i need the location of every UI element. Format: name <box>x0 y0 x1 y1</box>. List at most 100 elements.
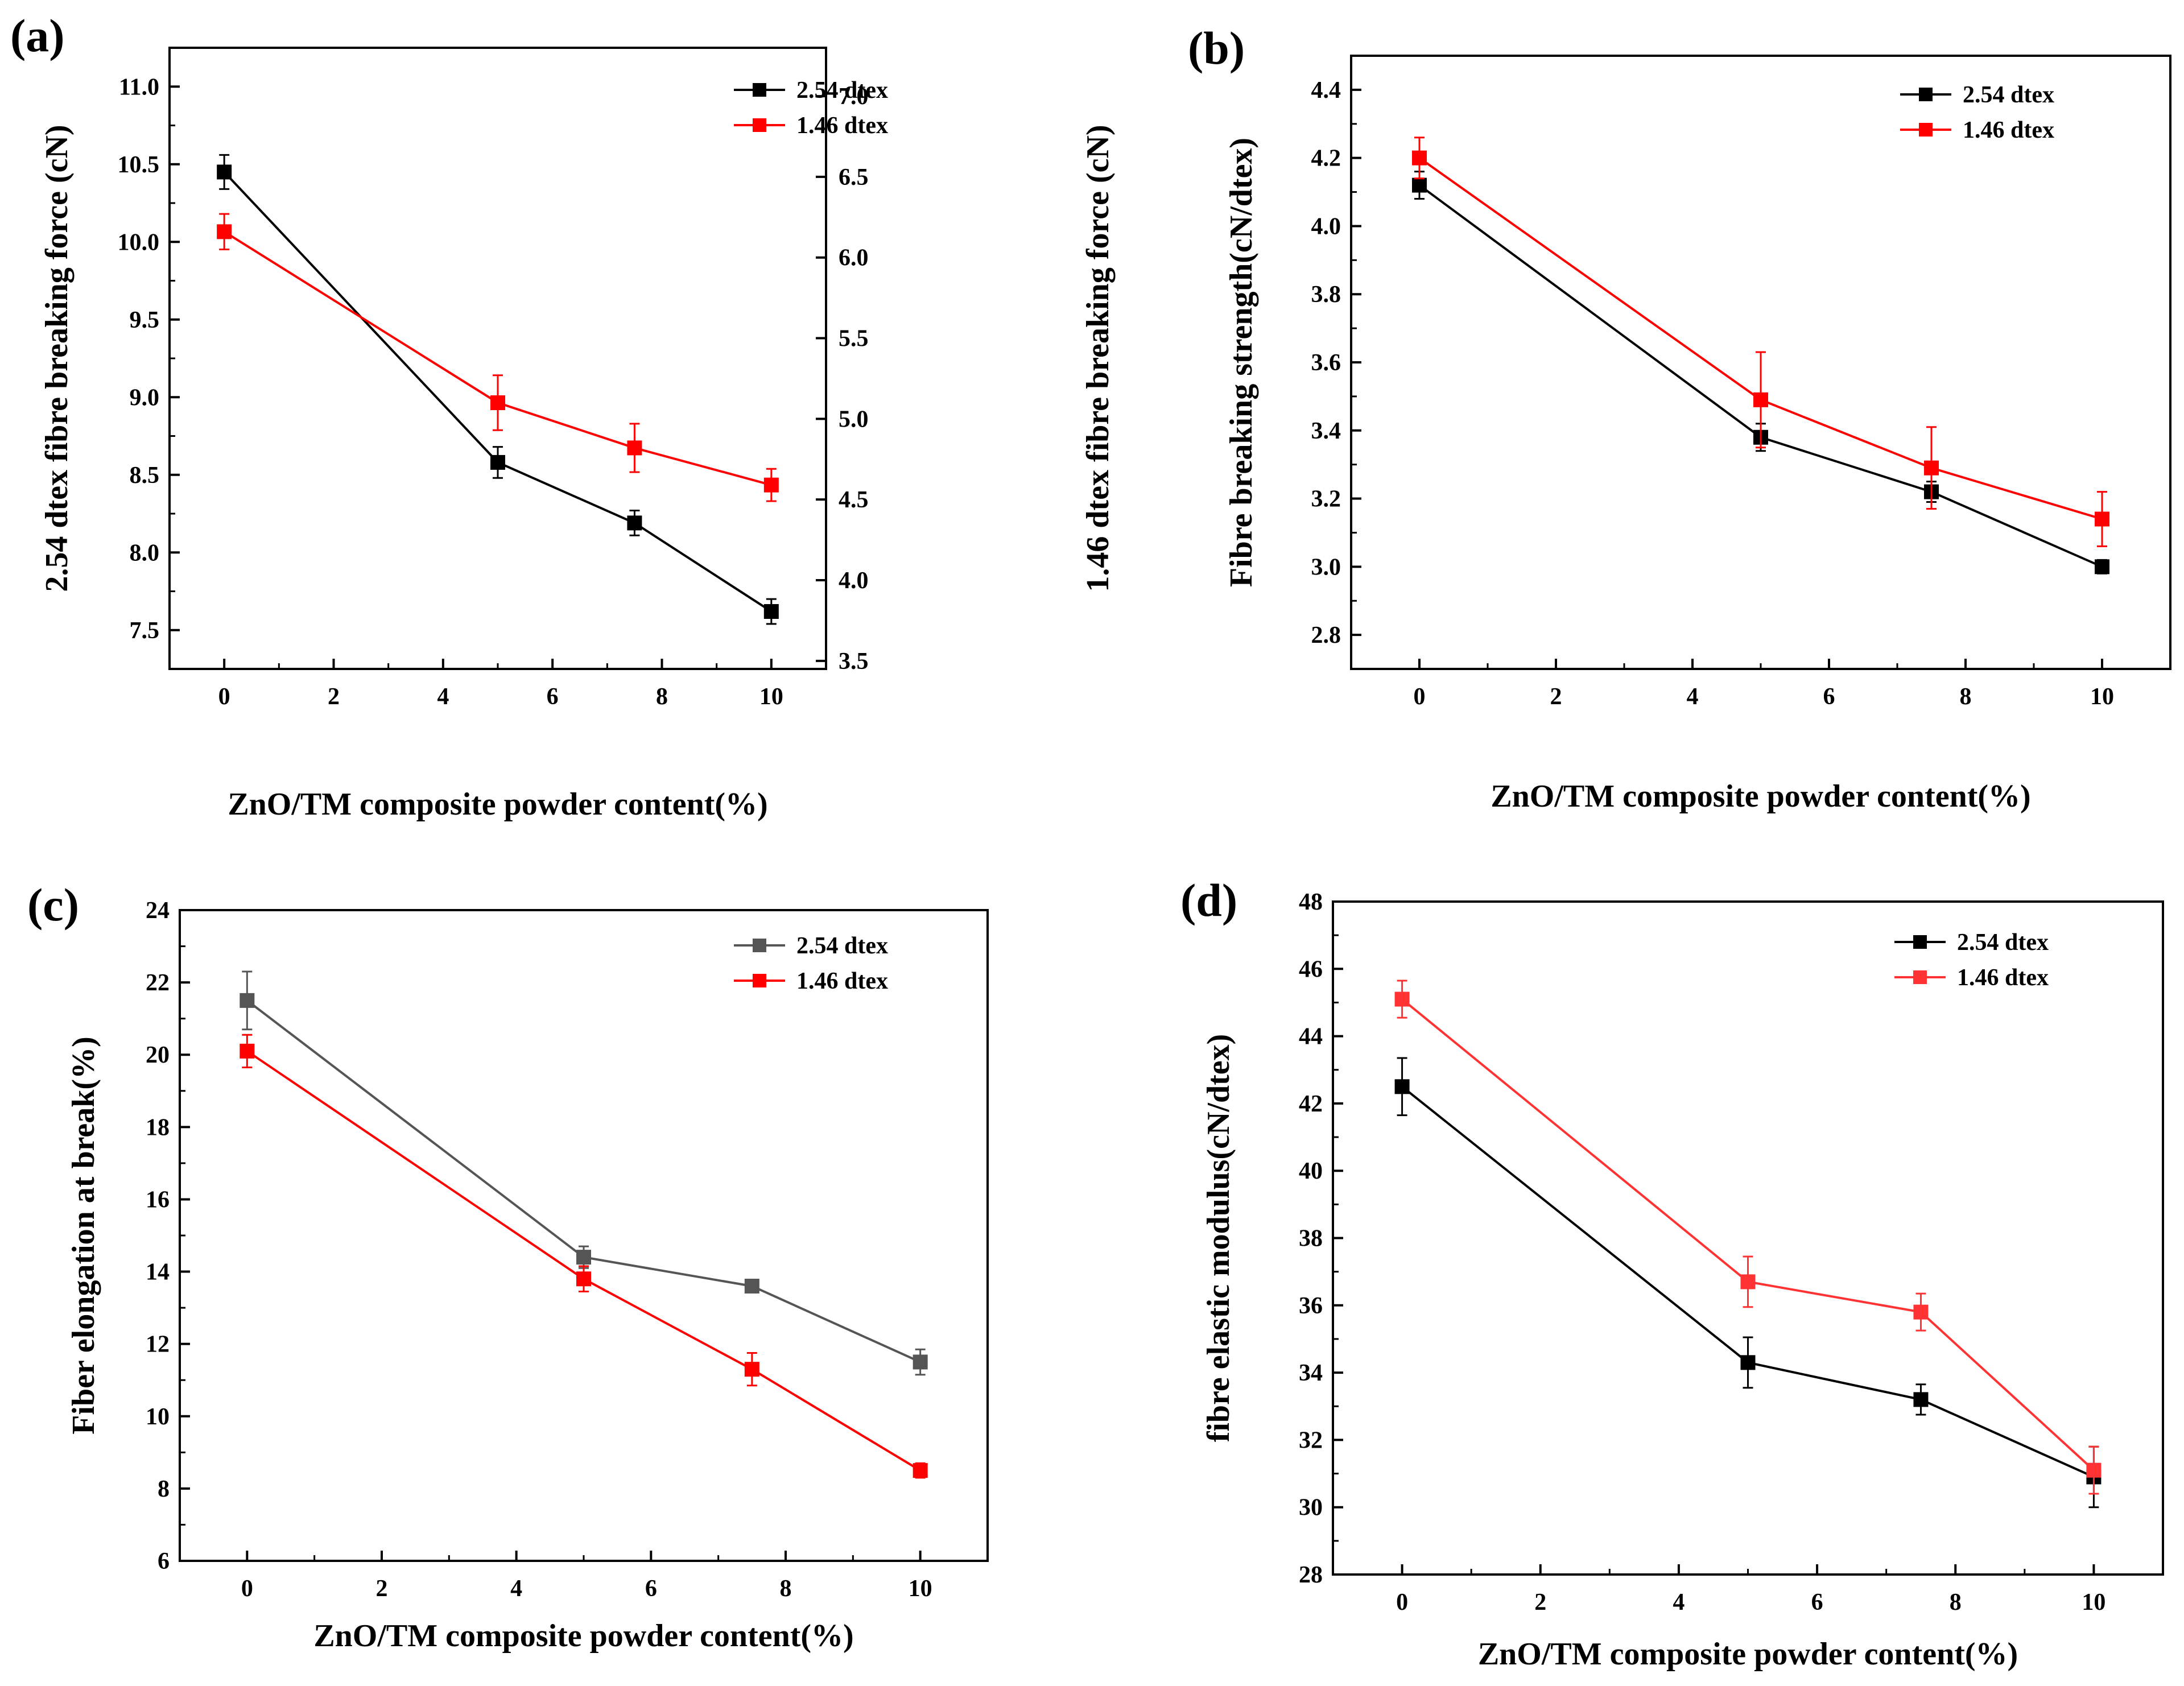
panel-b-data-point-2-54-dtex <box>1412 177 1427 193</box>
panel-b-data-point-1-46-dtex <box>2095 511 2109 527</box>
panel-c-data-point-2-54-dtex <box>240 993 255 1008</box>
panel-a-y-tick-label: 8.0 <box>130 540 160 566</box>
panel-c-y-tick-label: 20 <box>146 1042 170 1068</box>
panel-b-x-tick-label: 2 <box>1550 684 1562 710</box>
panel-d-x-tick-label: 10 <box>2082 1589 2105 1615</box>
panel-c-data-point-1-46-dtex <box>913 1463 928 1478</box>
panel-d-legend-label-2-54: 2.54 dtex <box>1957 929 2049 956</box>
panel-c-y-tick-label: 22 <box>146 970 170 996</box>
panel-a-label: (a) <box>10 10 65 61</box>
panel-a-y2-tick-label: 5.0 <box>839 406 869 432</box>
panel-b-y-tick-label: 4.4 <box>1311 77 1341 104</box>
panel-a-y-tick-label: 9.0 <box>130 385 160 411</box>
panel-c-series-line-2-54-dtex <box>246 999 921 1363</box>
panel-a-x-tick-label: 6 <box>547 684 559 710</box>
panel-b-x-axis-title: ZnO/TM composite powder content(%) <box>1491 779 2030 814</box>
panel-a-x-axis-title: ZnO/TM composite powder content(%) <box>228 787 767 822</box>
panel-c-legend: 2.54 dtex 1.46 dtex <box>734 933 888 994</box>
panel-d-data-point-2-54-dtex <box>1394 1079 1410 1094</box>
panel-c: (c) ZnO/TM composite powder content(%) F… <box>27 879 989 1654</box>
panel-d-y-tick-label: 40 <box>1299 1158 1323 1184</box>
panel-c-y-tick-label: 14 <box>146 1259 170 1286</box>
panel-c-label: (c) <box>27 879 79 931</box>
panel-a-data-point-1-46-dtex <box>627 440 642 456</box>
panel-b: (b) ZnO/TM composite powder content(%) F… <box>1188 22 2171 814</box>
panel-d-data-point-1-46-dtex <box>2086 1462 2102 1478</box>
panel-b-data-point-1-46-dtex <box>1412 150 1427 166</box>
panel-b-y-tick-label: 2.8 <box>1311 622 1341 648</box>
panel-a-y2-tick-label: 6.5 <box>839 164 869 191</box>
panel-d-x-axis-title: ZnO/TM composite powder content(%) <box>1478 1637 2018 1672</box>
panel-b-label: (b) <box>1188 22 1245 74</box>
panel-b-y-tick-label: 3.6 <box>1311 350 1341 376</box>
panel-d-y-tick-label: 42 <box>1299 1091 1323 1117</box>
panel-a-legend-marker-2-54-dtex <box>753 83 766 97</box>
panel-c-y-tick-label: 12 <box>146 1332 170 1358</box>
panel-b-series-line-1-46-dtex <box>1418 157 2103 520</box>
panel-b-legend-marker-1-46-dtex <box>1919 123 1933 137</box>
panel-d-data-point-2-54-dtex <box>1913 1392 1929 1407</box>
panel-a-y2-tick-label: 3.5 <box>839 648 869 675</box>
panel-a-x-tick-label: 8 <box>656 684 668 710</box>
panel-c-legend-marker-2-54-dtex <box>753 939 766 952</box>
panel-c-y-tick-label: 8 <box>158 1476 170 1502</box>
panel-a-y2-tick-label: 7.0 <box>839 84 869 110</box>
panel-c-data-point-1-46-dtex <box>744 1362 759 1377</box>
panel-a-y2-tick-label: 4.5 <box>839 487 869 513</box>
panel-a-series-line-1-46-dtex <box>224 230 772 486</box>
panel-d-y-tick-label: 48 <box>1299 889 1323 915</box>
panel-d-x-tick-label: 8 <box>1950 1589 1962 1615</box>
panel-b-y-tick-label: 3.4 <box>1311 418 1341 444</box>
panel-a-x-tick-label: 2 <box>328 684 340 710</box>
panel-b-y-tick-label: 3.2 <box>1311 486 1341 513</box>
panel-b-y-tick-label: 4.0 <box>1311 213 1341 239</box>
panel-c-y-tick-label: 16 <box>146 1187 170 1213</box>
panel-c-x-axis-title: ZnO/TM composite powder content(%) <box>313 1618 853 1654</box>
panel-c-y-tick-label: 18 <box>146 1114 170 1140</box>
panel-b-x-tick-label: 0 <box>1414 684 1426 710</box>
panel-a-y2-tick-label: 5.5 <box>839 326 869 352</box>
panel-d-x-tick-label: 0 <box>1396 1589 1408 1615</box>
panel-c-x-tick-label: 4 <box>510 1576 522 1602</box>
panel-a-data-point-2-54-dtex <box>490 454 505 470</box>
panel-d-y-tick-label: 28 <box>1299 1562 1323 1588</box>
panel-a-y2-tick-label: 6.0 <box>839 245 869 271</box>
panel-d-data-point-1-46-dtex <box>1394 991 1410 1007</box>
panel-c-data-point-1-46-dtex <box>240 1043 255 1059</box>
panel-d-series-line-1-46-dtex <box>1401 998 2095 1472</box>
panel-d-label: (d) <box>1180 874 1237 926</box>
panel-a-x-tick-label: 10 <box>759 684 783 710</box>
panel-b-y-tick-label: 3.8 <box>1311 282 1341 308</box>
panel-a-legend-label-2-54: 2.54 dtex <box>796 77 888 104</box>
panel-d-legend-marker-1-46-dtex <box>1913 970 1927 984</box>
panel-a-data-point-2-54-dtex <box>763 604 779 619</box>
panel-a-y-tick-label: 10.5 <box>118 152 160 178</box>
panel-b-x-tick-label: 6 <box>1823 684 1835 710</box>
panel-d-y-tick-label: 46 <box>1299 956 1323 982</box>
panel-c-data-point-2-54-dtex <box>913 1354 928 1370</box>
panel-c-y-tick-label: 24 <box>146 898 170 924</box>
panel-c-y-tick-label: 10 <box>146 1404 170 1430</box>
panel-b-y-axis-title: Fibre breaking strength(cN/dtex) <box>1224 138 1259 587</box>
panel-b-x-tick-label: 8 <box>1960 684 1972 710</box>
panel-d-legend-marker-2-54-dtex <box>1913 935 1927 949</box>
panel-a-data-point-1-46-dtex <box>490 395 505 410</box>
panel-d: (d) ZnO/TM composite powder content(%) f… <box>1180 874 2164 1672</box>
panel-a-y-tick-label: 11.0 <box>119 74 159 100</box>
panel-b-data-point-2-54-dtex <box>2095 559 2109 575</box>
panel-a-y2-tick-label: 4.0 <box>839 568 869 594</box>
panel-c-legend-label-2-54: 2.54 dtex <box>796 933 888 959</box>
panel-b-legend-label-1-46: 1.46 dtex <box>1963 117 2054 143</box>
panel-a-legend-marker-1-46-dtex <box>753 118 766 132</box>
panel-a-y-axis-title: 2.54 dtex fibre breaking force (cN) <box>39 125 75 592</box>
panel-b-data-point-1-46-dtex <box>1924 460 1939 476</box>
panel-a-y-tick-label: 10.0 <box>118 229 160 255</box>
panel-a-data-point-2-54-dtex <box>217 164 232 180</box>
panel-a-legend-label-1-46: 1.46 dtex <box>796 113 888 139</box>
panel-a-y-tick-label: 9.5 <box>130 307 160 333</box>
panel-c-y-axis-title: Fiber elongation at break(%) <box>66 1036 101 1434</box>
panel-b-data-point-1-46-dtex <box>1753 392 1768 407</box>
panel-d-series-line-2-54-dtex <box>1401 1085 2095 1478</box>
panel-b-legend: 2.54 dtex 1.46 dtex <box>1900 82 2054 143</box>
